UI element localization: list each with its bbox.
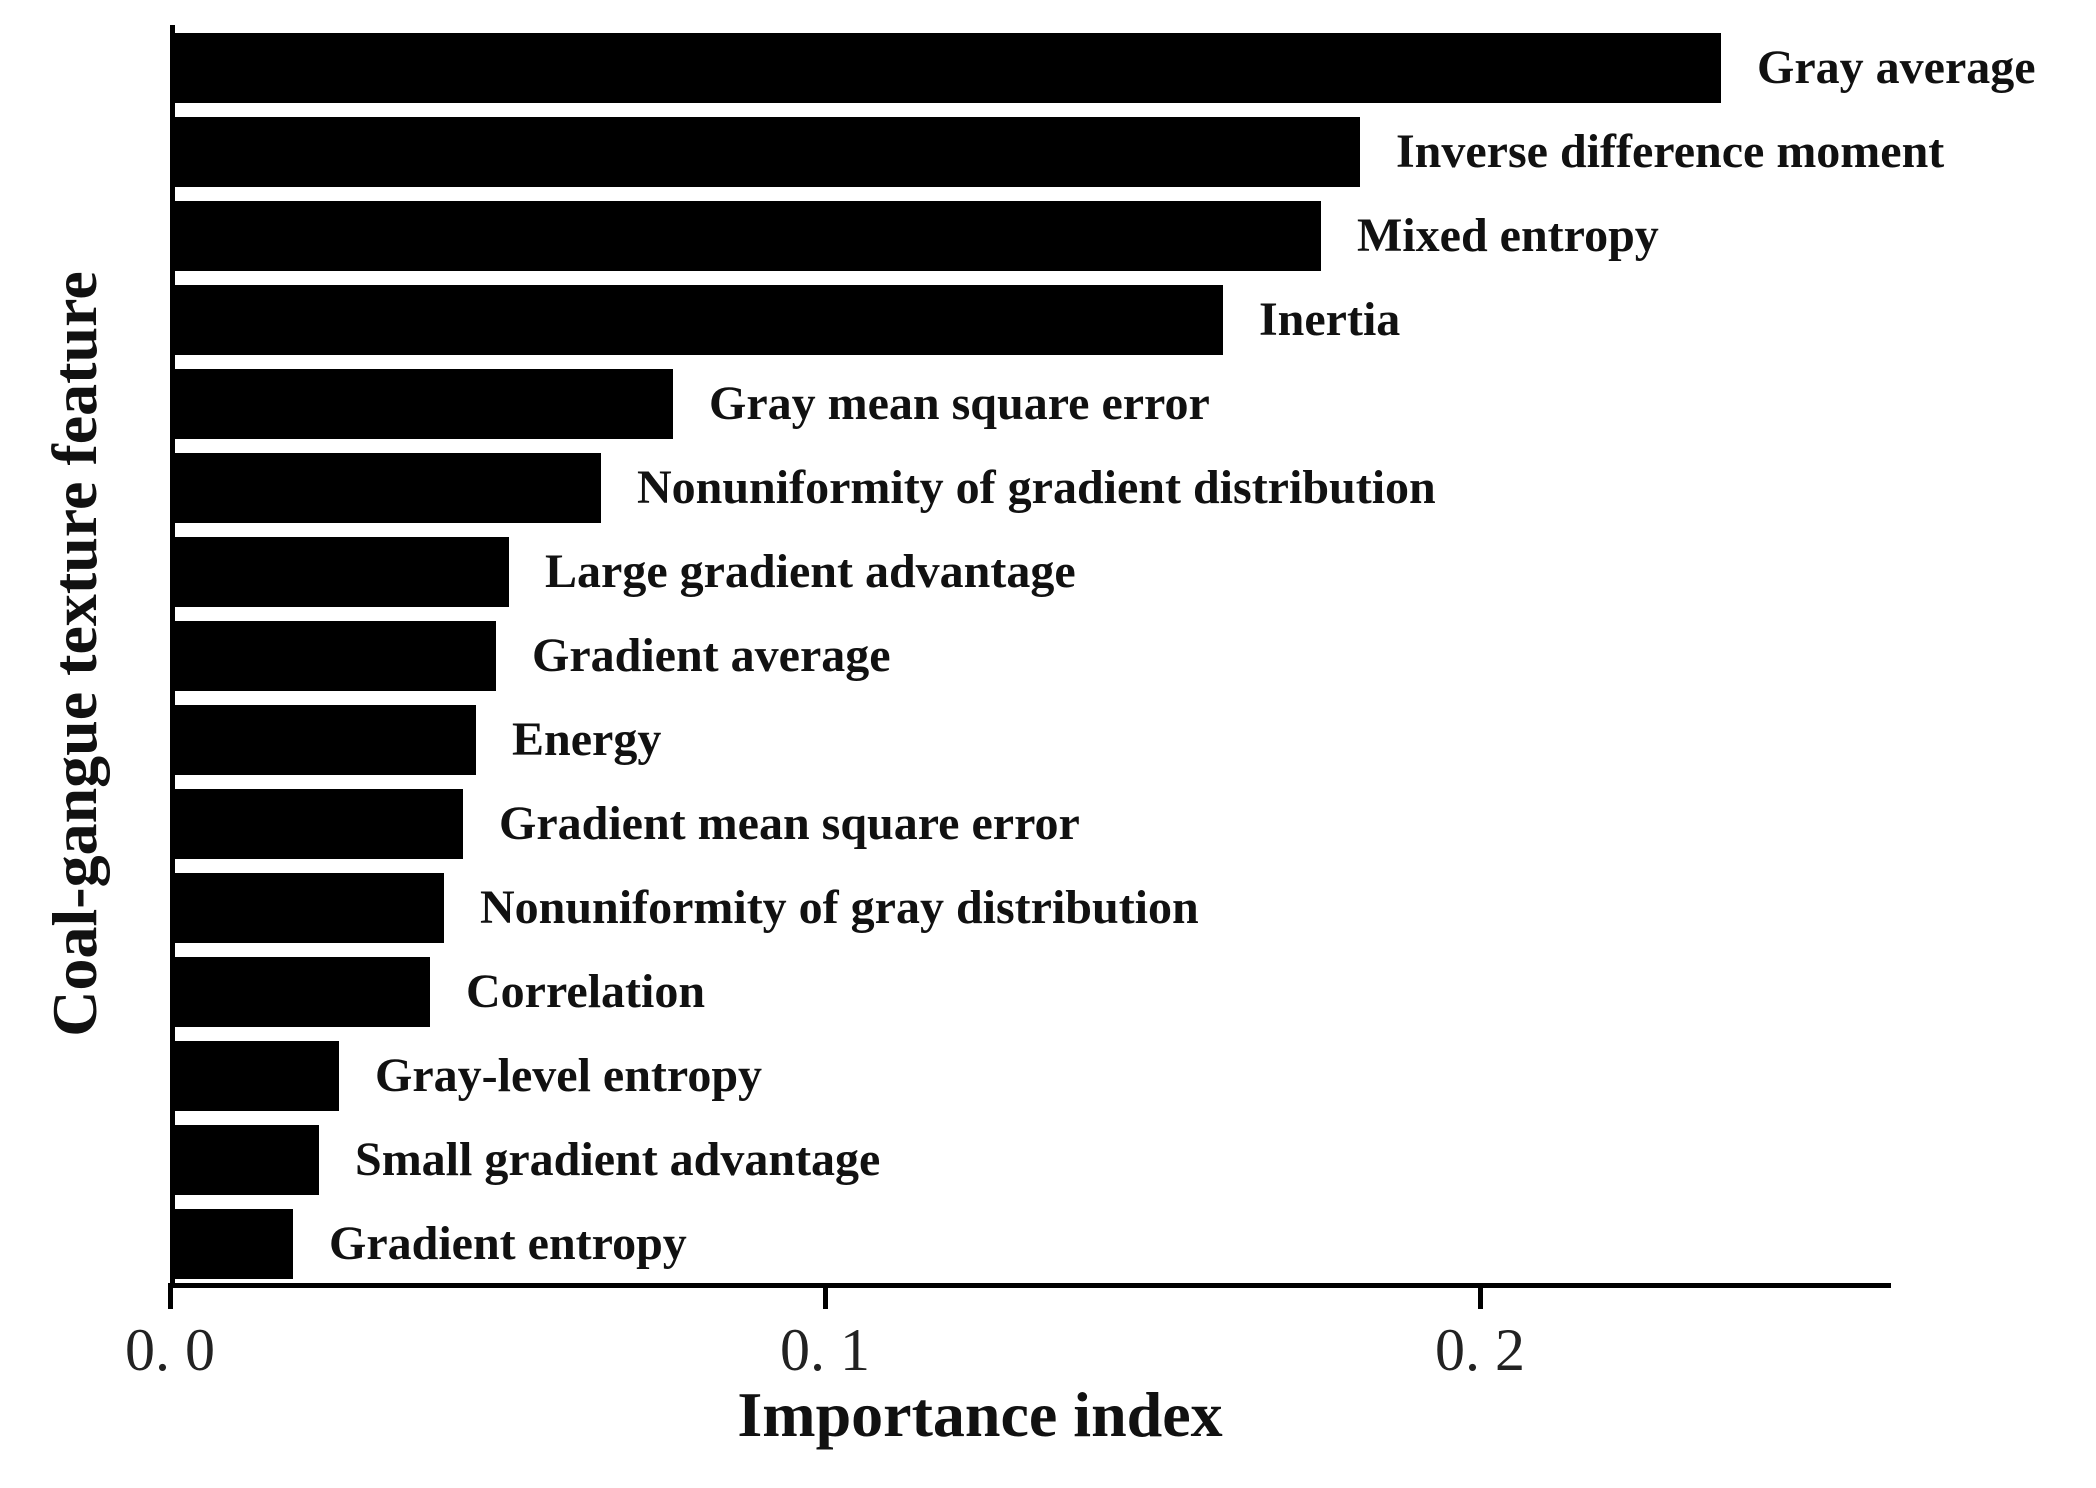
bar-row: Inverse difference moment <box>175 117 1944 187</box>
bar-label: Mixed entropy <box>1357 209 1659 262</box>
bar-label: Nonuniformity of gradient distribution <box>637 461 1436 514</box>
bar-label: Energy <box>512 713 662 766</box>
bar <box>175 1209 293 1279</box>
bar-label: Gray-level entropy <box>375 1049 763 1102</box>
bar-row: Gradient average <box>175 621 1891 691</box>
bar-label: Gradient average <box>532 629 891 682</box>
bar-label: Gradient mean square error <box>499 797 1080 850</box>
bar-row: Large gradient advantage <box>175 537 1891 607</box>
bar <box>175 789 463 859</box>
bar-label: Large gradient advantage <box>545 545 1076 598</box>
x-tick-mark <box>823 1283 828 1309</box>
bar <box>175 957 430 1027</box>
bar <box>175 873 444 943</box>
bar-row: Energy <box>175 705 1891 775</box>
bar-label: Gray average <box>1757 41 2036 94</box>
bar-row: Mixed entropy <box>175 201 1891 271</box>
bar-label: Inverse difference moment <box>1396 125 1945 178</box>
bar-row: Nonuniformity of gradient distribution <box>175 453 1891 523</box>
bar-row: Gray-level entropy <box>175 1041 1891 1111</box>
x-tick-label: 0. 2 <box>1435 1317 1525 1383</box>
bar <box>175 621 496 691</box>
bar-row: Gray average <box>175 33 2036 103</box>
bar-label: Gradient entropy <box>329 1217 687 1270</box>
bar-row: Correlation <box>175 957 1891 1027</box>
bar <box>175 201 1321 271</box>
bar-label: Correlation <box>466 965 706 1018</box>
bar <box>175 453 601 523</box>
x-tick-label: 0. 1 <box>780 1317 870 1383</box>
x-tick-mark <box>1478 1283 1483 1309</box>
bar-row: Gradient mean square error <box>175 789 1891 859</box>
bar-row: Small gradient advantage <box>175 1125 1891 1195</box>
bar-row: Gradient entropy <box>175 1209 1891 1279</box>
bar <box>175 537 509 607</box>
bar-label: Small gradient advantage <box>355 1133 881 1186</box>
bar <box>175 33 1721 103</box>
bar-label: Gray mean square error <box>709 377 1210 430</box>
bar <box>175 705 476 775</box>
bar-row: Nonuniformity of gray distribution <box>175 873 1891 943</box>
bar <box>175 1125 319 1195</box>
bar-label: Nonuniformity of gray distribution <box>480 881 1199 934</box>
x-axis-title: Importance index <box>737 1379 1223 1450</box>
bar-label: Inertia <box>1259 293 1401 346</box>
x-tick-mark <box>168 1283 173 1309</box>
plot-area: Gray average Inverse difference moment Mix… <box>170 25 2036 1288</box>
bar-row: Inertia <box>175 285 1891 355</box>
x-tick-label: 0. 0 <box>125 1317 215 1383</box>
bar <box>175 285 1223 355</box>
bar <box>175 1041 339 1111</box>
bar <box>175 117 1360 187</box>
bar-row: Gray mean square error <box>175 369 1891 439</box>
bar <box>175 369 673 439</box>
y-axis-title: Coal-gangue texture feature <box>39 271 110 1037</box>
